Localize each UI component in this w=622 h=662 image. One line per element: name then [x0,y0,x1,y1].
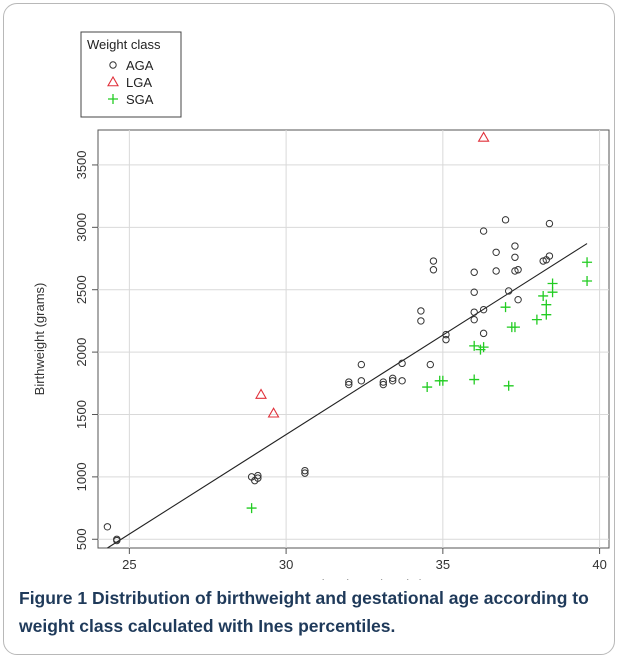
sga-point [547,278,558,289]
x-axis-label: Gestational age (weeks) [283,577,423,580]
sga-point [582,275,593,286]
aga-point [470,288,478,296]
aga-point [492,248,500,256]
caption-label: Figure 1 [19,588,88,608]
lga-point [477,131,490,142]
aga-point [514,295,522,304]
aga-point [511,242,519,250]
y-tick-label: 3000 [74,213,89,242]
plot-area [97,129,610,549]
aga-point [479,227,488,235]
aga-point [379,378,387,386]
sga-point [422,382,433,393]
sga-point [538,290,549,301]
aga-point [492,267,500,275]
aga-point [479,305,488,314]
aga-point [388,377,397,385]
aga-point [379,380,387,389]
y-tick-label: 1500 [74,400,89,429]
y-axis-label: Birthweight (grams) [32,283,47,396]
aga-point [113,536,121,545]
aga-point [429,266,438,274]
aga-point [345,380,353,389]
sga-point [469,340,480,351]
aga-point [254,471,262,480]
caption-text: Distribution of birthweight and gestatio… [19,588,589,636]
legend-label-sga: SGA [126,92,154,107]
data-points [103,131,593,549]
legend-title: Weight class [87,37,161,52]
legend-box [80,31,182,118]
sga-point [500,302,511,313]
aga-point [442,330,450,339]
aga-point [103,523,112,531]
x-tick-label: 25 [122,557,136,572]
aga-point [479,329,488,338]
aga-point [417,317,425,325]
sga-point [246,503,257,514]
sga-point [531,314,542,325]
y-tick-label: 2500 [74,275,89,304]
aga-point [470,268,478,276]
figure-caption: Figure 1 Distribution of birthweight and… [19,584,609,640]
aga-point [470,308,478,316]
legend-marker-aga [109,61,117,69]
legend: Weight class AGA LGA SGA [80,31,182,118]
aga-point [398,377,406,385]
aga-point [254,474,262,482]
y-tick-label: 3500 [74,150,89,179]
aga-point [442,335,450,344]
scatter-chart: 25 30 35 40 500 1000 1500 2000 2500 3000 3500 Gesta… [32,31,610,580]
sga-point [541,309,552,320]
sga-point [547,287,558,298]
y-tick-label: 500 [74,528,89,550]
legend-label-aga: AGA [126,58,154,73]
aga-point [345,378,353,386]
y-tick-label: 1000 [74,462,89,491]
sga-point [582,257,593,268]
aga-point [470,315,478,324]
sga-point [509,322,520,333]
y-tick-label: 2000 [74,338,89,367]
aga-point [504,287,513,295]
legend-marker-lga [107,75,119,87]
lga-point [255,388,267,399]
aga-point [388,374,397,383]
lga-point [267,407,280,418]
sga-point [469,374,480,385]
sga-point [503,380,514,391]
sga-point [541,299,552,310]
aga-point [357,360,366,369]
x-tick-label: 30 [279,557,293,572]
grid [98,130,609,548]
aga-point [417,307,425,315]
sga-point [437,375,448,386]
legend-marker-sga [108,94,118,104]
aga-point [514,266,522,274]
legend-label-lga: LGA [126,75,152,90]
aga-point [357,377,366,385]
aga-point [545,252,554,260]
aga-point [511,253,519,261]
aga-point [426,360,435,369]
aga-point [429,257,438,265]
sga-point [478,342,489,353]
aga-point [301,469,309,477]
aga-point [301,466,309,475]
aga-point [398,359,406,368]
axes: 25 30 35 40 500 1000 1500 2000 2500 3000 3500 Gesta… [32,150,607,580]
x-tick-label: 35 [436,557,450,572]
aga-point [501,216,510,224]
x-tick-label: 40 [592,557,606,572]
aga-point [545,219,554,228]
